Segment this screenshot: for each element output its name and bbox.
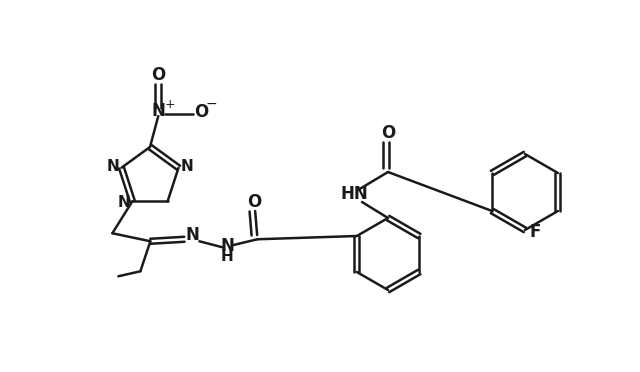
Text: +: + xyxy=(165,97,175,110)
Text: F: F xyxy=(529,223,541,241)
Text: N: N xyxy=(118,195,131,210)
Text: N: N xyxy=(186,226,199,244)
Text: N: N xyxy=(151,102,165,120)
Text: O: O xyxy=(247,193,262,211)
Text: O: O xyxy=(194,103,209,121)
Text: N: N xyxy=(107,159,120,174)
Text: O: O xyxy=(151,66,165,84)
Text: H: H xyxy=(221,249,234,264)
Text: O: O xyxy=(381,124,395,142)
Text: HN: HN xyxy=(340,185,368,203)
Text: −: − xyxy=(205,97,217,111)
Text: N: N xyxy=(180,159,193,174)
Text: N: N xyxy=(220,237,234,255)
